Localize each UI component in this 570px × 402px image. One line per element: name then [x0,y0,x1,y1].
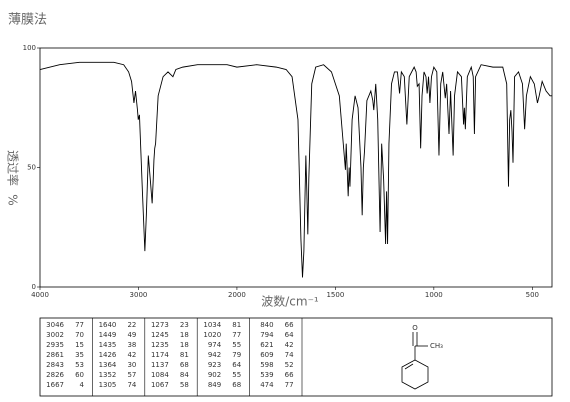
peak-wavenumber: 3002 [46,331,64,339]
x-tick-label: 4000 [31,291,49,299]
peak-wavenumber: 1067 [151,381,169,389]
peak-wavenumber: 1137 [151,361,169,369]
peak-wavenumber: 1667 [46,381,64,389]
peak-transmittance: 68 [180,361,189,369]
chart-title: 薄膜法 [8,13,47,28]
peak-transmittance: 66 [285,321,294,329]
peak-transmittance: 30 [127,361,136,369]
peak-wavenumber: 1034 [203,321,221,329]
peak-wavenumber: 621 [260,341,273,349]
peak-wavenumber: 1235 [151,341,169,349]
peak-wavenumber: 902 [208,371,221,379]
y-axis-unit: % [6,194,20,205]
peak-transmittance: 74 [285,351,294,359]
peak-transmittance: 52 [285,361,294,369]
peak-transmittance: 42 [127,351,136,359]
peak-transmittance: 64 [232,361,241,369]
peak-transmittance: 38 [127,341,136,349]
peak-wavenumber: 1245 [151,331,169,339]
peak-transmittance: 77 [285,381,294,389]
peak-wavenumber: 840 [260,321,273,329]
peak-wavenumber: 1364 [99,361,117,369]
peak-transmittance: 4 [80,381,85,389]
peak-transmittance: 77 [232,331,241,339]
peak-transmittance: 81 [180,351,189,359]
peak-wavenumber: 1084 [151,371,169,379]
peak-transmittance: 66 [285,371,294,379]
y-tick-label: 50 [27,164,36,172]
peak-transmittance: 22 [127,321,136,329]
peak-wavenumber: 849 [208,381,221,389]
peak-transmittance: 42 [285,341,294,349]
bond [404,363,414,370]
peak-wavenumber: 539 [260,371,273,379]
peak-wavenumber: 2843 [46,361,64,369]
peak-wavenumber: 1352 [99,371,117,379]
peak-transmittance: 55 [232,341,241,349]
y-tick-label: 0 [32,283,36,291]
peak-transmittance: 84 [180,371,189,379]
x-axis-label: 波数/cm⁻¹ [261,294,319,309]
x-tick-label: 3000 [130,291,148,299]
peak-wavenumber: 609 [260,351,273,359]
peak-wavenumber: 3046 [46,321,64,329]
peak-wavenumber: 1174 [151,351,169,359]
peak-transmittance: 23 [180,321,189,329]
peak-wavenumber: 794 [260,331,274,339]
peak-transmittance: 81 [232,321,241,329]
structure-label: CH₃ [430,342,443,350]
peak-transmittance: 18 [180,341,189,349]
peak-transmittance: 74 [127,381,136,389]
peak-wavenumber: 1640 [99,321,117,329]
x-tick-label: 2000 [228,291,246,299]
peak-transmittance: 57 [127,371,136,379]
peak-transmittance: 70 [75,331,84,339]
peak-table-frame [39,317,553,397]
peak-wavenumber: 598 [260,361,273,369]
peak-wavenumber: 1273 [151,321,169,329]
peak-transmittance: 35 [75,351,84,359]
y-tick-label: 100 [23,44,36,52]
peak-wavenumber: 974 [208,341,222,349]
peak-transmittance: 60 [75,371,84,379]
peak-transmittance: 77 [75,321,84,329]
peak-wavenumber: 1426 [99,351,117,359]
peak-transmittance: 53 [75,361,84,369]
peak-transmittance: 18 [180,331,189,339]
y-axis-label: 透过率 [6,150,21,186]
peak-transmittance: 79 [232,351,241,359]
peak-wavenumber: 1449 [99,331,117,339]
peak-wavenumber: 942 [208,351,221,359]
peak-wavenumber: 474 [260,381,274,389]
peak-transmittance: 55 [232,371,241,379]
peak-transmittance: 49 [127,331,136,339]
structure-label: O [412,324,418,332]
ring [401,359,429,390]
peak-wavenumber: 2826 [46,371,64,379]
peak-wavenumber: 2935 [46,341,64,349]
peak-transmittance: 58 [180,381,189,389]
x-tick-label: 1000 [425,291,443,299]
peak-wavenumber: 1435 [99,341,117,349]
peak-transmittance: 68 [232,381,241,389]
peak-wavenumber: 1020 [203,331,221,339]
x-tick-label: 1500 [326,291,344,299]
x-tick-label: 500 [526,291,539,299]
peak-wavenumber: 2861 [46,351,64,359]
spectrum-line [39,61,552,278]
peak-transmittance: 64 [285,331,294,339]
structure [401,332,429,390]
peak-transmittance: 15 [75,341,84,349]
peak-wavenumber: 923 [208,361,221,369]
peak-wavenumber: 1305 [99,381,117,389]
